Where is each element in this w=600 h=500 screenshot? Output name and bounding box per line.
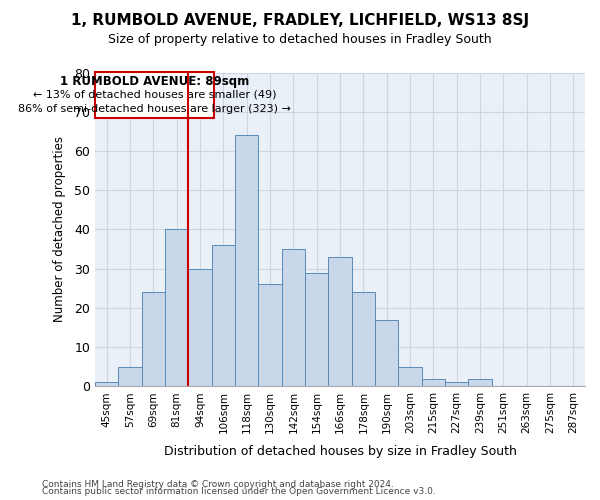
Text: 1 RUMBOLD AVENUE: 89sqm: 1 RUMBOLD AVENUE: 89sqm	[60, 74, 249, 88]
Bar	[445, 382, 469, 386]
Text: 86% of semi-detached houses are larger (323) →: 86% of semi-detached houses are larger (…	[18, 104, 291, 114]
Y-axis label: Number of detached properties: Number of detached properties	[53, 136, 66, 322]
Text: ← 13% of detached houses are smaller (49): ← 13% of detached houses are smaller (49…	[33, 90, 276, 100]
Bar	[422, 378, 445, 386]
Bar	[375, 320, 398, 386]
Bar	[142, 292, 165, 386]
Bar	[469, 378, 491, 386]
Bar	[328, 257, 352, 386]
Text: Contains HM Land Registry data © Crown copyright and database right 2024.: Contains HM Land Registry data © Crown c…	[42, 480, 394, 489]
Bar	[259, 284, 281, 386]
Bar	[165, 230, 188, 386]
Bar	[305, 272, 328, 386]
Bar	[235, 136, 259, 386]
X-axis label: Distribution of detached houses by size in Fradley South: Distribution of detached houses by size …	[164, 444, 517, 458]
Text: Contains public sector information licensed under the Open Government Licence v3: Contains public sector information licen…	[42, 487, 436, 496]
Bar	[95, 382, 118, 386]
Text: Size of property relative to detached houses in Fradley South: Size of property relative to detached ho…	[108, 32, 492, 46]
Bar	[398, 367, 422, 386]
Bar	[212, 245, 235, 386]
Bar	[118, 367, 142, 386]
Bar	[95, 72, 214, 118]
Bar	[352, 292, 375, 386]
Bar	[188, 268, 212, 386]
Text: 1, RUMBOLD AVENUE, FRADLEY, LICHFIELD, WS13 8SJ: 1, RUMBOLD AVENUE, FRADLEY, LICHFIELD, W…	[71, 12, 529, 28]
Bar	[281, 249, 305, 386]
